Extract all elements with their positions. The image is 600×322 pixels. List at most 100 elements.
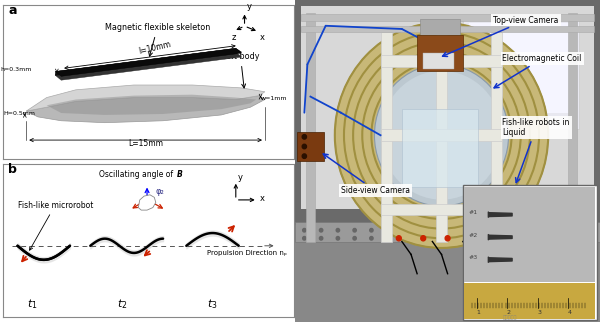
FancyBboxPatch shape: [306, 13, 315, 241]
Circle shape: [571, 236, 574, 240]
Circle shape: [587, 229, 591, 232]
Polygon shape: [55, 48, 242, 76]
FancyBboxPatch shape: [301, 26, 594, 32]
Circle shape: [302, 229, 306, 232]
Text: Oscillating angle of: Oscillating angle of: [99, 170, 176, 179]
FancyBboxPatch shape: [423, 53, 454, 69]
FancyBboxPatch shape: [491, 32, 502, 242]
Circle shape: [437, 236, 440, 240]
Polygon shape: [139, 195, 156, 210]
FancyBboxPatch shape: [402, 109, 478, 187]
Text: 4: 4: [568, 310, 572, 315]
Text: z: z: [232, 33, 236, 42]
Circle shape: [571, 229, 574, 232]
Circle shape: [335, 23, 548, 248]
FancyBboxPatch shape: [301, 14, 594, 21]
Circle shape: [374, 64, 509, 206]
Circle shape: [380, 71, 502, 200]
Circle shape: [587, 236, 591, 240]
FancyBboxPatch shape: [568, 13, 577, 241]
Circle shape: [470, 236, 473, 240]
Text: $t_2$: $t_2$: [117, 297, 128, 311]
Circle shape: [470, 236, 475, 241]
FancyBboxPatch shape: [417, 35, 463, 71]
Circle shape: [386, 229, 390, 232]
Circle shape: [353, 229, 356, 232]
FancyBboxPatch shape: [420, 19, 460, 35]
Circle shape: [302, 135, 307, 139]
Circle shape: [554, 229, 557, 232]
Circle shape: [454, 236, 457, 240]
Polygon shape: [55, 52, 242, 80]
Polygon shape: [26, 96, 265, 123]
Circle shape: [302, 144, 307, 149]
FancyBboxPatch shape: [464, 187, 595, 282]
Circle shape: [487, 229, 490, 232]
Circle shape: [420, 236, 424, 240]
FancyBboxPatch shape: [436, 32, 447, 242]
Text: 2: 2: [506, 310, 511, 315]
Text: Electromagnetic Coil: Electromagnetic Coil: [494, 54, 582, 88]
Circle shape: [302, 154, 307, 158]
FancyBboxPatch shape: [381, 32, 392, 242]
Text: L=15mm: L=15mm: [128, 139, 163, 148]
Text: $t_3$: $t_3$: [207, 297, 218, 311]
Circle shape: [319, 236, 323, 240]
Text: h=0.3mm: h=0.3mm: [1, 68, 32, 72]
Text: #1: #1: [469, 210, 478, 215]
FancyBboxPatch shape: [301, 6, 594, 209]
Circle shape: [336, 236, 340, 240]
Text: #2: #2: [469, 233, 478, 238]
Text: y: y: [238, 173, 243, 182]
Text: Fish-like microrobot: Fish-like microrobot: [17, 201, 93, 250]
Text: y: y: [247, 2, 251, 11]
Circle shape: [454, 229, 457, 232]
Circle shape: [445, 236, 450, 241]
Circle shape: [336, 229, 340, 232]
FancyBboxPatch shape: [380, 204, 502, 215]
Circle shape: [538, 236, 541, 240]
Polygon shape: [55, 48, 242, 75]
FancyBboxPatch shape: [295, 225, 600, 322]
Circle shape: [487, 236, 490, 240]
Circle shape: [403, 229, 407, 232]
Text: Propulsion Direction nₚ: Propulsion Direction nₚ: [206, 250, 287, 256]
Circle shape: [302, 236, 306, 240]
Circle shape: [403, 236, 407, 240]
Text: Soft body: Soft body: [221, 52, 260, 88]
Circle shape: [420, 229, 424, 232]
Circle shape: [421, 236, 425, 241]
Text: φ₂: φ₂: [156, 186, 164, 195]
Circle shape: [370, 229, 373, 232]
Circle shape: [504, 229, 507, 232]
Text: 1: 1: [476, 310, 480, 315]
Text: $t_1$: $t_1$: [27, 297, 37, 311]
Text: H=0.5mm: H=0.5mm: [3, 111, 35, 116]
Text: #3: #3: [469, 255, 478, 260]
FancyBboxPatch shape: [469, 23, 572, 113]
FancyBboxPatch shape: [295, 0, 600, 322]
Circle shape: [470, 229, 473, 232]
Polygon shape: [47, 95, 256, 115]
FancyBboxPatch shape: [380, 55, 502, 67]
Circle shape: [386, 236, 390, 240]
Circle shape: [397, 236, 401, 241]
Circle shape: [554, 236, 557, 240]
Circle shape: [504, 236, 507, 240]
Text: x: x: [260, 33, 265, 42]
Text: a: a: [8, 4, 17, 16]
FancyBboxPatch shape: [464, 283, 595, 319]
Circle shape: [521, 236, 524, 240]
FancyBboxPatch shape: [297, 132, 324, 161]
Circle shape: [437, 229, 440, 232]
Text: 3: 3: [537, 310, 541, 315]
Circle shape: [319, 229, 323, 232]
Text: l=10mm: l=10mm: [137, 40, 172, 56]
Text: B: B: [176, 170, 182, 179]
Polygon shape: [26, 85, 265, 111]
FancyBboxPatch shape: [463, 185, 597, 320]
Text: w=1mm: w=1mm: [260, 96, 287, 101]
Text: Magnetic flexible skeleton: Magnetic flexible skeleton: [105, 23, 210, 56]
Text: Side-view Camera: Side-view Camera: [323, 154, 410, 195]
FancyBboxPatch shape: [463, 16, 578, 129]
